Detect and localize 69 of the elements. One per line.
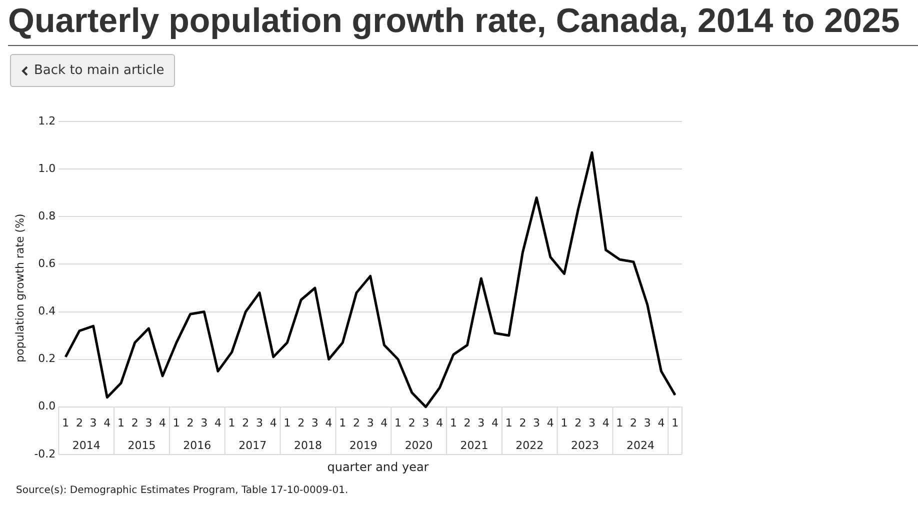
x-tick-label: 1 — [672, 416, 679, 430]
x-tick-label: 2 — [76, 416, 83, 430]
x-tick-label: 2 — [408, 416, 416, 430]
x-tick-label: 3 — [311, 416, 318, 430]
x-tick-label: 2 — [186, 416, 194, 430]
annotation: 2019 — [349, 438, 378, 452]
annotation: 2016 — [183, 438, 212, 452]
x-tick-label: 4 — [602, 416, 610, 430]
y-tick-label: 0.0 — [38, 400, 56, 413]
x-tick-label: 4 — [380, 416, 388, 430]
x-tick-label: 2 — [298, 416, 305, 430]
source-note: Source(s): Demographic Estimates Program, Table 17-10-0009-01. — [16, 485, 348, 496]
x-tick-label: 4 — [214, 416, 222, 430]
x-tick-label: 1 — [560, 416, 568, 430]
x-tick-label: 1 — [172, 416, 180, 430]
x-tick-label: 2 — [519, 416, 526, 430]
y-tick-label: 0.8 — [38, 210, 56, 223]
x-tick-label: 4 — [546, 416, 554, 430]
x-tick-label: 4 — [159, 416, 166, 430]
x-tick-label: 1 — [117, 416, 124, 430]
annotation: 2024 — [626, 438, 654, 452]
x-tick-label: 1 — [62, 416, 70, 430]
x-tick-label: 2 — [464, 416, 471, 430]
x-tick-label: 2 — [630, 416, 638, 430]
x-tick-label: 1 — [450, 416, 457, 430]
x-tick-label: 3 — [200, 416, 208, 430]
x-tick-label: 3 — [256, 416, 264, 430]
x-tick-label: 3 — [588, 416, 596, 430]
x-tick-label: 1 — [394, 416, 402, 430]
x-tick-label: 4 — [492, 416, 498, 430]
y-tick-label: 1.0 — [38, 162, 56, 175]
x-tick-label: 3 — [145, 416, 152, 430]
x-axis-title: quarter and year — [327, 460, 429, 474]
annotation: 2015 — [128, 438, 156, 452]
x-tick-label: 1 — [505, 416, 512, 430]
y-tick-label: 0.6 — [38, 257, 56, 270]
x-tick-label: 2 — [242, 416, 250, 430]
annotation: 2018 — [294, 438, 322, 452]
annotation: 2017 — [238, 438, 267, 452]
chart-title: Quarterly population growth rate, Canada, 2014 to 2025 — [8, 2, 900, 41]
text: Back to main article — [34, 63, 164, 78]
annotation: 2022 — [516, 438, 544, 452]
y-tick-label: 1.2 — [38, 114, 56, 128]
x-tick-label: 4 — [270, 416, 277, 430]
x-tick-label: 1 — [339, 416, 346, 430]
x-tick-label: 3 — [478, 416, 485, 430]
annotation: 2020 — [404, 438, 433, 452]
annotation: 2021 — [460, 438, 488, 452]
y-axis-title: population growth rate (%) — [13, 214, 26, 362]
x-tick-label: 3 — [533, 416, 540, 430]
x-tick-label: 1 — [284, 416, 291, 430]
x-tick-label: 4 — [104, 416, 111, 430]
y-tick-label: 0.2 — [38, 352, 56, 366]
x-tick-label: 3 — [422, 416, 430, 430]
x-tick-label: 3 — [366, 416, 374, 430]
x-tick-label: 2 — [574, 416, 582, 430]
x-tick-label: 2 — [352, 416, 360, 430]
x-tick-label: 4 — [436, 416, 444, 430]
x-tick-label: 4 — [658, 416, 665, 430]
annotation: 2023 — [571, 438, 600, 452]
y-tick-label: 0.4 — [38, 304, 56, 318]
x-tick-label: 3 — [90, 416, 97, 430]
x-tick-label: 1 — [616, 416, 624, 430]
y-tick-label: -0.2 — [34, 447, 56, 460]
x-tick-label: 4 — [325, 416, 332, 430]
annotation: 2014 — [72, 438, 100, 452]
x-tick-label: 3 — [644, 416, 651, 430]
x-tick-label: 2 — [131, 416, 138, 430]
x-tick-label: 1 — [228, 416, 236, 430]
